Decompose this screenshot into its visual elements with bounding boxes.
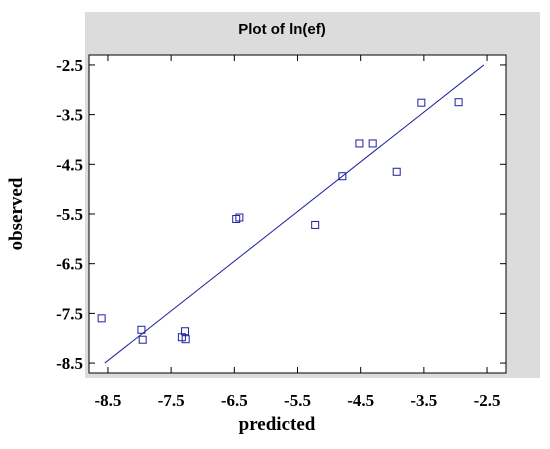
- y-tick-label: -6.5: [56, 255, 83, 274]
- x-tick-label: -7.5: [158, 391, 185, 410]
- data-point: [392, 167, 401, 176]
- data-point: [454, 98, 463, 107]
- x-tick-label: -4.5: [347, 391, 374, 410]
- x-tick-label: -3.5: [410, 391, 437, 410]
- y-tick-label: -4.5: [56, 155, 83, 174]
- data-point: [311, 220, 320, 229]
- y-axis-label: observed: [6, 177, 27, 250]
- y-tick-label: -3.5: [56, 106, 83, 125]
- x-tick-label: -6.5: [221, 391, 248, 410]
- y-tick-label: -5.5: [56, 205, 83, 224]
- data-point: [368, 139, 377, 148]
- y-axis-ticks: -2.5 -3.5 -4.5 -5.5 -6.5 -7.5 -8.5: [56, 56, 506, 373]
- y-tick-label: -7.5: [56, 304, 83, 323]
- chart-title: Plot of ln(ef): [238, 21, 325, 38]
- y-tick-label: -2.5: [56, 56, 83, 75]
- x-tick-label: -8.5: [94, 391, 121, 410]
- data-point: [338, 172, 347, 181]
- data-point: [137, 325, 146, 334]
- data-point: [138, 335, 147, 344]
- x-axis-ticks: -8.5 -7.5 -6.5 -5.5 -4.5 -3.5 -2.5: [94, 55, 501, 410]
- y-tick-label: -8.5: [56, 354, 83, 373]
- x-axis-label: predicted: [239, 414, 316, 435]
- data-point: [417, 98, 426, 107]
- data-point: [181, 335, 190, 344]
- data-point: [355, 139, 364, 148]
- x-tick-label: -5.5: [284, 391, 311, 410]
- data-point: [235, 213, 244, 222]
- plot-area: [88, 54, 507, 374]
- x-tick-label: -2.5: [474, 391, 501, 410]
- data-point: [97, 314, 106, 323]
- data-point: [181, 327, 190, 336]
- data-points: [97, 98, 463, 344]
- regression-line: [104, 64, 485, 364]
